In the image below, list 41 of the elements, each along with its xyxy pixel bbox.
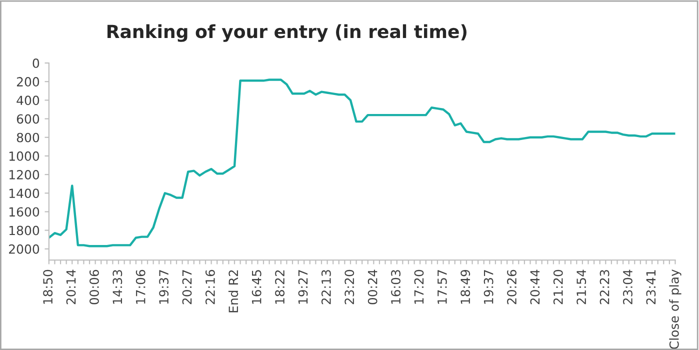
y-tick-label: 1400 [9, 188, 40, 198]
x-tick-label: 14:33 [112, 270, 122, 304]
x-tick-label: 23:41 [646, 270, 656, 304]
x-tick-label: 16:03 [391, 270, 401, 304]
x-tick-label: 22:23 [600, 270, 610, 304]
y-tick-label: 1600 [9, 207, 40, 217]
x-tick-label: 17:20 [414, 270, 424, 304]
chart-title: Ranking of your entry (in real time) [107, 24, 466, 42]
x-tick-label: 00:06 [89, 270, 99, 304]
x-tick-label: 00:24 [368, 270, 378, 304]
y-tick-label: 200 [16, 77, 40, 87]
y-tick-label: 1200 [9, 170, 40, 180]
x-tick-label: 23:20 [344, 270, 354, 304]
y-tick-label: 1000 [9, 151, 40, 161]
x-tick-label: 18:22 [275, 270, 285, 304]
line-series [48, 78, 676, 248]
y-tick-label: 400 [16, 96, 40, 106]
x-tick-label: 17:57 [438, 270, 447, 304]
x-tick-label: 21:20 [553, 270, 563, 304]
x-tick-label: 16:45 [252, 270, 262, 304]
x-tick-label: 23:04 [623, 270, 632, 304]
x-tick-label: 20:44 [530, 270, 540, 304]
x-tick-label: 22:16 [205, 270, 215, 304]
x-tick-label: End R2 [228, 270, 238, 312]
y-tick-label: 800 [16, 132, 40, 142]
x-tick-label: 18:49 [460, 270, 470, 304]
x-tick-label: 19:37 [484, 270, 494, 304]
x-tick-label: 19:27 [298, 270, 308, 304]
x-tick-label: 20:14 [66, 270, 76, 304]
y-tick-label: 1800 [9, 226, 40, 236]
x-tick-label: 18:50 [43, 270, 53, 304]
x-tick-label: 19:37 [159, 270, 169, 304]
x-tick-label: 21:54 [576, 270, 586, 304]
x-tick-label: 17:06 [136, 270, 146, 304]
y-tick-label: 600 [16, 114, 40, 124]
x-tick-label: 22:13 [321, 270, 331, 304]
y-tick-label: 2000 [9, 244, 40, 254]
x-tick-label: 20:26 [507, 270, 516, 304]
x-tick-label: Close of play [669, 269, 682, 349]
x-tick-label: 20:27 [182, 270, 192, 304]
y-tick-label: 0 [32, 58, 40, 68]
